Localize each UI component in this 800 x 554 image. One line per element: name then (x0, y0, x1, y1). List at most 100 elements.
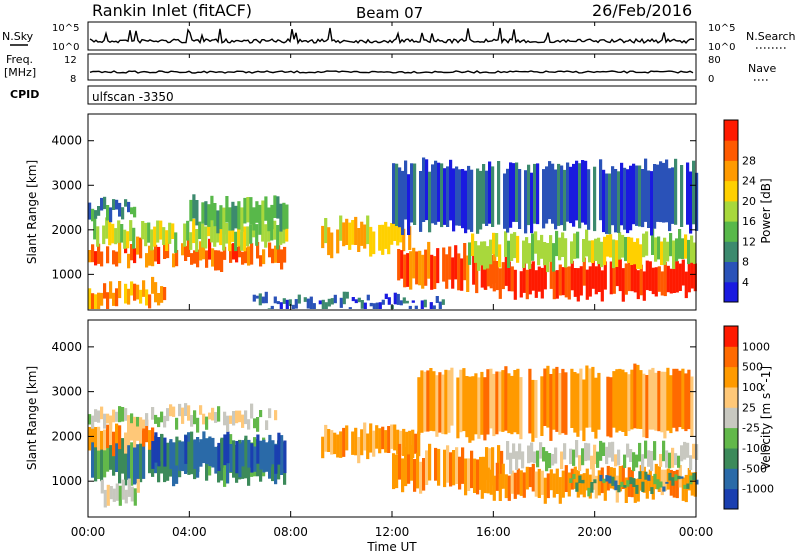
heatmap-cell (283, 246, 287, 263)
heatmap-cell (414, 433, 418, 454)
heatmap-cell (118, 281, 122, 299)
heatmap-cell (665, 450, 669, 468)
heatmap-cell (500, 450, 504, 489)
heatmap-cell (297, 294, 301, 304)
heatmap-cell (561, 470, 565, 498)
heatmap-cell (243, 197, 247, 224)
heatmap-cell (687, 239, 691, 265)
heatmap-cell (274, 245, 278, 263)
heatmap-cell (627, 374, 631, 432)
heatmap-cell (162, 227, 166, 245)
heatmap-cell (504, 231, 508, 257)
heatmap-cell (450, 367, 454, 426)
heatmap-cell (644, 440, 648, 459)
heatmap-cell (690, 376, 694, 437)
heatmap-cell (363, 422, 367, 451)
heatmap-cell (537, 468, 541, 498)
heatmap-cell (672, 261, 676, 293)
heatmap-cell (291, 304, 295, 309)
heatmap-cell (458, 169, 462, 226)
heatmap-cell (357, 228, 361, 252)
heatmap-cell (612, 239, 616, 269)
heatmap-cell (437, 448, 441, 486)
heatmap-cell (130, 281, 134, 296)
heatmap-cell (495, 261, 499, 291)
heatmap-cell (405, 431, 409, 455)
heatmap-cell (271, 248, 275, 264)
heatmap-cell (279, 302, 283, 309)
heatmap-cell (573, 268, 577, 297)
heatmap-cell (482, 456, 486, 493)
heatmap-cell (255, 201, 259, 223)
heatmap-cell (195, 200, 199, 226)
heatmap-cell (489, 259, 493, 289)
heatmap-cell (398, 443, 402, 480)
heatmap-cell (578, 475, 582, 484)
heatmap-cell (339, 297, 343, 308)
heatmap-cell (396, 293, 400, 305)
heatmap-cell (560, 451, 564, 469)
heatmap-cell (653, 441, 657, 461)
heatmap-cell (524, 170, 528, 234)
heatmap-cell (480, 477, 484, 499)
heatmap-cell (528, 368, 532, 434)
heatmap-cell (366, 433, 370, 460)
heatmap-cell (175, 436, 179, 466)
heatmap-cell (534, 270, 538, 298)
heatmap-cell (510, 266, 514, 292)
heatmap-cell (94, 294, 98, 309)
heatmap-cell (268, 408, 272, 419)
heatmap-cell (115, 199, 119, 210)
heatmap-cell (461, 447, 465, 484)
heatmap-cell (483, 241, 487, 270)
heatmap-cell (348, 307, 352, 309)
heatmap-cell (534, 380, 538, 438)
heatmap-cell (108, 220, 112, 246)
heatmap-cell (424, 249, 428, 286)
time-tick-label: 16:00 (476, 525, 511, 539)
heatmap-cell (398, 167, 402, 228)
heatmap-cell (112, 409, 116, 423)
heatmap-cell (572, 163, 576, 227)
heatmap-cell (537, 240, 541, 266)
heatmap-cell (190, 415, 194, 427)
heatmap-cell (665, 481, 669, 484)
heatmap-cell (444, 369, 448, 435)
heatmap-cell (115, 251, 119, 267)
heatmap-cell (602, 478, 606, 484)
heatmap-cell (419, 171, 423, 232)
heatmap-cell (606, 234, 610, 257)
heatmap-cell (100, 292, 104, 306)
heatmap-cell (384, 430, 388, 453)
heatmap-cell (695, 479, 699, 485)
heatmap-cell (432, 305, 436, 309)
heatmap-cell (153, 226, 157, 247)
heatmap-cell (240, 207, 244, 232)
heatmap-cell (528, 243, 532, 270)
colorbar-swatch (724, 261, 738, 283)
heatmap-cell (404, 160, 408, 220)
heatmap-cell (486, 369, 490, 435)
heatmap-cell (575, 160, 579, 221)
velocity-colorbar-tick: -1000 (742, 483, 774, 496)
heatmap-cell (569, 478, 573, 483)
heatmap-cell (400, 250, 404, 279)
program-name: ulfscan -3350 (92, 90, 174, 104)
heatmap-cell (198, 221, 202, 239)
heatmap-cell (169, 439, 173, 470)
heatmap-cell (611, 166, 615, 226)
nsearch-label: N.Search (746, 30, 796, 43)
heatmap-cell (121, 407, 125, 422)
heatmap-cell (222, 207, 226, 235)
heatmap-cell (558, 373, 562, 435)
heatmap-cell (606, 376, 610, 437)
heatmap-cell (106, 246, 110, 264)
heatmap-cell (136, 416, 140, 427)
heatmap-cell (657, 466, 661, 492)
heatmap-cell (638, 165, 642, 227)
heatmap-cell (563, 443, 567, 460)
heatmap-cell (232, 243, 236, 260)
heatmap-cell (626, 480, 630, 487)
heatmap-cell (632, 163, 636, 225)
heatmap-cell (578, 163, 582, 229)
